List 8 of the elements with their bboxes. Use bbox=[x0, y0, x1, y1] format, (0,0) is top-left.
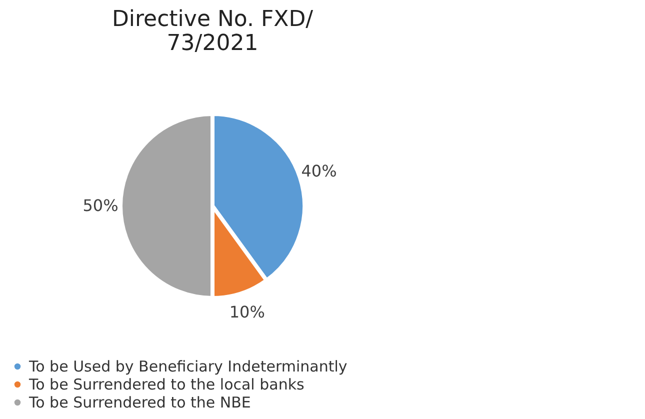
data-label: 10% bbox=[229, 302, 265, 322]
legend-label: To be Surrendered to the local banks bbox=[28, 376, 305, 394]
text: 73/2021 bbox=[166, 31, 258, 56]
data-label: 40% bbox=[301, 161, 337, 180]
text: Directive No. FXD/ bbox=[112, 7, 314, 32]
data-label: 50% bbox=[82, 196, 118, 215]
legend-label: To be Used by Beneficiary Indeterminantly bbox=[28, 358, 348, 376]
legend-label: To be Surrendered to the NBE bbox=[28, 394, 251, 412]
